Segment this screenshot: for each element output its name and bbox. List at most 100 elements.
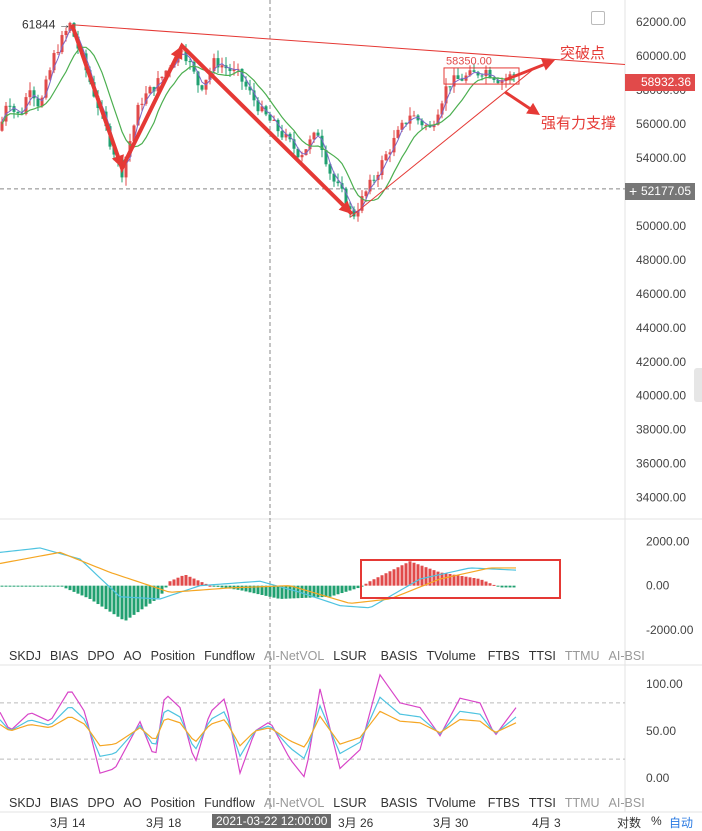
macd-bar [120,585,124,620]
indicator-tab-ai-netvol[interactable]: AI-NetVOL [263,796,325,810]
macd-bar [292,585,296,599]
candle-body [356,210,360,217]
log-scale-toggle[interactable]: 对数 [617,816,642,830]
macd-bar [448,574,452,586]
macd-bar [284,585,288,599]
indicator-tab-ao[interactable]: AO [123,649,142,663]
candle-body [316,132,320,136]
candle-body [124,156,128,178]
candle-body [368,179,372,192]
candle-body [228,68,232,72]
indicator-tab-ttsi[interactable]: TTSI [528,649,556,663]
macd-bar [72,585,76,592]
candle-body [296,148,300,158]
indicator-tab-fundflow[interactable]: Fundflow [204,649,255,663]
indicator-tab-ftbs[interactable]: FTBS [487,796,520,810]
macd-bar [132,585,136,615]
percent-scale-toggle[interactable]: % [651,814,662,828]
candle-body [364,191,368,197]
macd-bar [112,585,116,615]
macd-bar [8,585,12,587]
indicator-tab-ai-bsi[interactable]: AI-BSI [608,796,645,810]
oscillator-layer [0,673,625,778]
candle-body [336,181,340,184]
candle-body [220,65,224,68]
macd-bar [36,585,40,587]
macd-bar [200,582,204,586]
indicator-tab-ai-bsi[interactable]: AI-BSI [608,649,645,663]
lines-layer: 58350.00 61844 → [1,18,626,218]
arrow-head [526,102,540,115]
macd-bar [328,585,332,597]
candle-body [484,69,488,77]
candle-body [332,173,336,182]
macd-bar [348,585,352,591]
macd-bar [312,585,316,598]
date-tick: 3月 18 [146,816,182,830]
macd-bar [476,578,480,586]
macd-bar [64,585,68,589]
candle-body [24,97,28,114]
indicator-tab-dpo[interactable]: DPO [87,796,115,810]
indicator-tab-lsur[interactable]: LSUR [333,796,367,810]
macd-bar [316,585,320,598]
resistance-trendline [71,24,626,66]
macd-bar [208,585,212,587]
indicator-tab-skdj[interactable]: SKDJ [9,649,41,663]
macd-bar [212,585,216,587]
candle-body [276,119,280,132]
indicator-tab-position[interactable]: Position [150,649,196,663]
candle-body [28,90,32,98]
candle-body [68,22,72,31]
candle-body [12,106,16,112]
candle-body [408,115,412,124]
auto-scale-toggle[interactable]: 自动 [669,816,694,830]
candle-body [212,58,216,71]
indicator-tab-ao[interactable]: AO [123,796,142,810]
candle-body [56,52,60,54]
candle-body [396,129,400,138]
indicator-tab-ttmu[interactable]: TTMU [564,796,600,810]
candle-body [148,86,152,94]
macd-bar [176,577,180,586]
indicator-tab-basis[interactable]: BASIS [380,649,418,663]
macd-bar [224,585,228,589]
macd-bar [460,576,464,586]
macd-bar [144,585,148,607]
macd-bar [456,575,460,586]
indicator-tab-ttmu[interactable]: TTMU [564,649,600,663]
candle-body [20,113,24,115]
indicator-tab-bias[interactable]: BIAS [49,649,79,663]
indicator-tab-ai-netvol[interactable]: AI-NetVOL [263,649,325,663]
indicator-tab-position[interactable]: Position [150,796,196,810]
macd-bar [44,585,48,587]
indicator-tab-bias[interactable]: BIAS [49,796,79,810]
candle-body [292,139,296,149]
fullscreen-icon[interactable] [591,11,605,25]
indicator-tab-lsur[interactable]: LSUR [333,649,367,663]
macd-bar [148,585,152,604]
indicator-tab-skdj[interactable]: SKDJ [9,796,41,810]
indicator-tab-ftbs[interactable]: FTBS [487,649,520,663]
indicator-tab-basis[interactable]: BASIS [380,796,418,810]
indicator-tab-ttsi[interactable]: TTSI [528,796,556,810]
macd-bar [364,583,368,586]
indicator-tab-tvolume[interactable]: TVolume [426,649,476,663]
add-icon[interactable]: + [629,183,638,199]
candle-body [388,152,392,155]
panel-resize-handle[interactable] [694,368,702,402]
candle-body [476,71,480,76]
candle-body [420,120,424,126]
macd-bar [444,573,448,586]
indicator-tab-dpo[interactable]: DPO [87,649,115,663]
macd-bar [376,577,380,586]
candle-body [156,78,160,92]
arrow-head [111,154,124,169]
osc-tick: 100.00 [646,677,683,691]
breakout-annotation: 突破点 [560,45,606,62]
macd-bar [60,585,64,587]
indicator-tab-tvolume[interactable]: TVolume [426,796,476,810]
candle-body [456,75,460,79]
candle-body [360,196,364,211]
indicator-tab-fundflow[interactable]: Fundflow [204,796,255,810]
